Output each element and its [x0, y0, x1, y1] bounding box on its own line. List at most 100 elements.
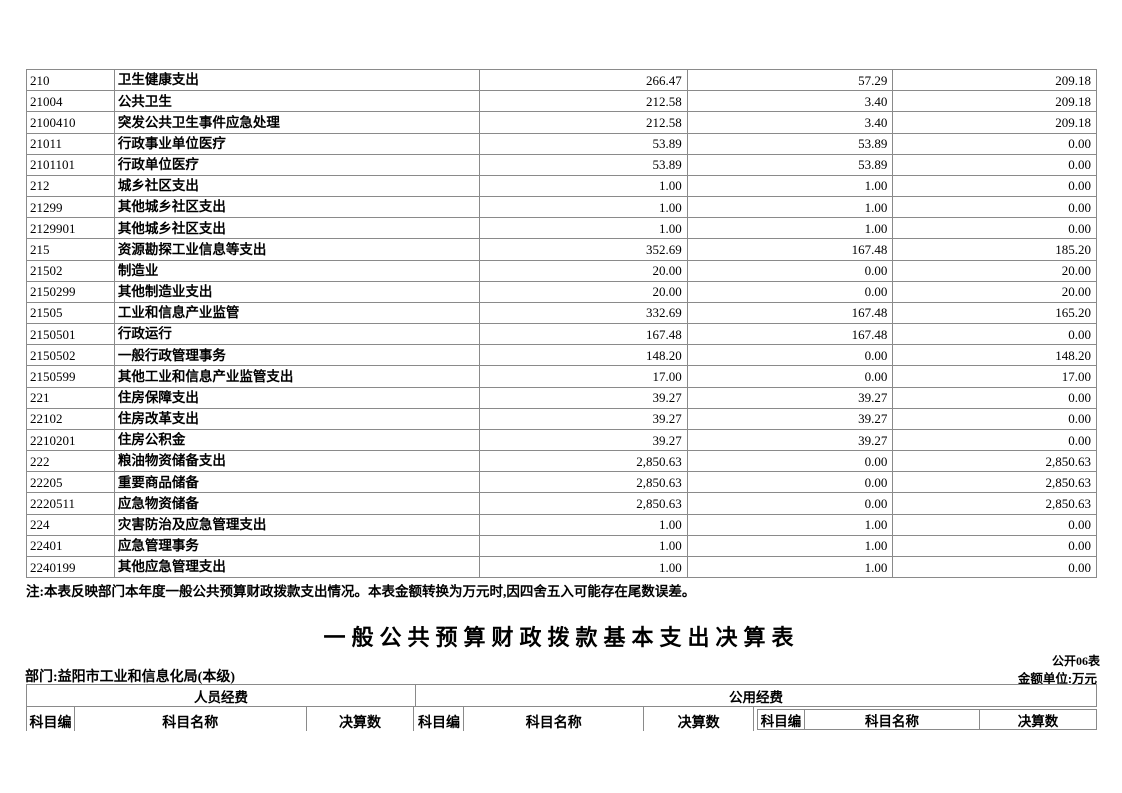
subject-name-cell: 城乡社区支出 [113, 175, 479, 197]
subject-name-cell: 工业和信息产业监管 [113, 302, 479, 324]
amount-cell: 2,850.63 [892, 493, 1096, 514]
amount-cell: 212.58 [479, 91, 687, 112]
personnel-funds-header: 人员经费 [194, 689, 248, 705]
amount-cell: 209.18 [892, 70, 1096, 91]
amount-cell: 1.00 [479, 556, 687, 578]
amount-cell: 167.48 [686, 302, 893, 324]
amount-cell: 20.00 [479, 281, 687, 302]
subject-name-cell: 其他制造业支出 [113, 281, 479, 302]
amount-cell: 352.69 [479, 239, 687, 260]
amount-cell: 53.89 [686, 154, 893, 175]
subject-code-cell: 2150299 [30, 284, 76, 300]
subject-code-cell: 2210201 [30, 432, 76, 448]
amount-cell: 1.00 [686, 514, 893, 535]
amount-cell: 167.48 [686, 239, 893, 260]
amount-cell: 39.27 [479, 387, 687, 408]
amount-cell: 1.00 [479, 514, 687, 535]
subheader-code-cell: 科目编 [760, 713, 802, 729]
amount-cell: 2,850.63 [479, 493, 687, 514]
table-row: 2210201 住房公积金 39.27 39.27 0.00 [27, 428, 1096, 451]
table-note: 注:本表反映部门本年度一般公共预算财政拨款支出情况。本表金额转换为万元时,因四舍… [26, 584, 696, 599]
amount-cell: 39.27 [479, 429, 687, 451]
form-number: 公开06表 [1051, 654, 1100, 668]
subject-code-cell: 21505 [30, 305, 63, 321]
table-row: 224 灾害防治及应急管理支出 1.00 1.00 0.00 [27, 513, 1096, 535]
amount-cell: 1.00 [686, 218, 893, 239]
amount-cell: 39.27 [686, 387, 893, 408]
amount-cell: 53.89 [479, 154, 687, 175]
subject-code-cell: 2240199 [30, 559, 76, 575]
amount-cell: 0.00 [686, 493, 893, 514]
subject-code-cell: 2150599 [30, 368, 76, 384]
expense-table: 210 卫生健康支出 266.47 57.29 209.18 21004 公共卫生 212.5… [26, 69, 1097, 578]
subject-code-cell: 222 [30, 453, 50, 469]
amount-cell: 3.40 [686, 112, 893, 133]
subject-name-cell: 住房保障支出 [113, 387, 479, 408]
table-row: 22102 住房改革支出 39.27 39.27 0.00 [27, 407, 1096, 429]
subject-name-cell: 制造业 [113, 260, 479, 281]
subject-name-cell: 其他工业和信息产业监管支出 [113, 366, 479, 387]
amount-cell: 0.00 [892, 197, 1096, 218]
amount-cell: 209.18 [892, 91, 1096, 112]
subject-name-cell: 行政运行 [113, 324, 479, 345]
subheader-name-cell: 科目名称 [73, 707, 306, 731]
table-row: 21004 公共卫生 212.58 3.40 209.18 [27, 90, 1096, 112]
table-row: 2240199 其他应急管理支出 1.00 1.00 0.00 [27, 555, 1096, 578]
amount-cell: 20.00 [479, 260, 687, 281]
amount-cell: 167.48 [479, 324, 687, 345]
table-row: 210 卫生健康支出 266.47 57.29 209.18 [27, 70, 1096, 91]
subject-code-cell: 2100410 [30, 114, 76, 130]
table-row: 2150501 行政运行 167.48 167.48 0.00 [27, 323, 1096, 345]
amount-cell: 0.00 [892, 154, 1096, 175]
table-row: 21505 工业和信息产业监管 332.69 167.48 165.20 [27, 301, 1096, 324]
table-row: 212 城乡社区支出 1.00 1.00 0.00 [27, 174, 1096, 197]
basic-table-subheader-row: 科目编 科目名称 决算数 科目编 科目名称 决算数 科目编 科目名称 决算数 [26, 707, 1097, 731]
amount-cell: 3.40 [686, 91, 893, 112]
amount-cell: 2,850.63 [479, 451, 687, 472]
amount-cell: 2,850.63 [892, 451, 1096, 472]
subheader-name-cell: 科目名称 [463, 707, 643, 731]
subject-code-cell: 210 [30, 72, 50, 88]
department-label: 部门:益阳市工业和信息化局(本级) [25, 670, 235, 685]
subheader-amount-cell: 决算数 [305, 707, 414, 731]
subject-code-cell: 2129901 [30, 220, 76, 236]
amount-cell: 167.48 [686, 324, 893, 345]
subject-name-cell: 卫生健康支出 [113, 70, 479, 91]
amount-cell: 1.00 [686, 556, 893, 578]
table-row: 22205 重要商品储备 2,850.63 0.00 2,850.63 [27, 471, 1096, 493]
amount-cell: 0.00 [686, 345, 893, 366]
amount-cell: 53.89 [479, 133, 687, 154]
subject-name-cell: 资源勘探工业信息等支出 [113, 239, 479, 260]
amount-cell: 0.00 [892, 408, 1096, 429]
table-row: 221 住房保障支出 39.27 39.27 0.00 [27, 386, 1096, 408]
table-row: 2101101 行政单位医疗 53.89 53.89 0.00 [27, 153, 1096, 175]
amount-cell: 212.58 [479, 112, 687, 133]
subject-name-cell: 其他城乡社区支出 [113, 197, 479, 218]
amount-cell: 1.00 [686, 197, 893, 218]
subject-name-cell: 行政事业单位医疗 [113, 133, 479, 154]
amount-cell: 1.00 [479, 535, 687, 556]
subheader-name-cell: 科目名称 [804, 710, 979, 729]
amount-cell: 148.20 [479, 345, 687, 366]
table-row: 22401 应急管理事务 1.00 1.00 0.00 [27, 534, 1096, 556]
amount-cell: 2,850.63 [479, 472, 687, 493]
subheader-code-cell: 科目编 [413, 707, 463, 731]
subject-name-cell: 其他应急管理支出 [113, 556, 479, 578]
amount-cell: 209.18 [892, 112, 1096, 133]
amount-cell: 1.00 [479, 175, 687, 197]
table-row: 21011 行政事业单位医疗 53.89 53.89 0.00 [27, 132, 1096, 154]
amount-cell: 185.20 [892, 239, 1096, 260]
subject-name-cell: 住房改革支出 [113, 408, 479, 429]
table-row: 21502 制造业 20.00 0.00 20.00 [27, 259, 1096, 281]
subject-code-cell: 215 [30, 241, 50, 257]
amount-cell: 1.00 [686, 535, 893, 556]
amount-cell: 0.00 [686, 260, 893, 281]
subject-code-cell: 2150501 [30, 326, 76, 342]
table-row: 2220511 应急物资储备 2,850.63 0.00 2,850.63 [27, 492, 1096, 514]
subject-code-cell: 2150502 [30, 347, 76, 363]
amount-cell: 0.00 [686, 451, 893, 472]
amount-cell: 0.00 [892, 133, 1096, 154]
amount-cell: 39.27 [686, 408, 893, 429]
amount-cell: 39.27 [479, 408, 687, 429]
